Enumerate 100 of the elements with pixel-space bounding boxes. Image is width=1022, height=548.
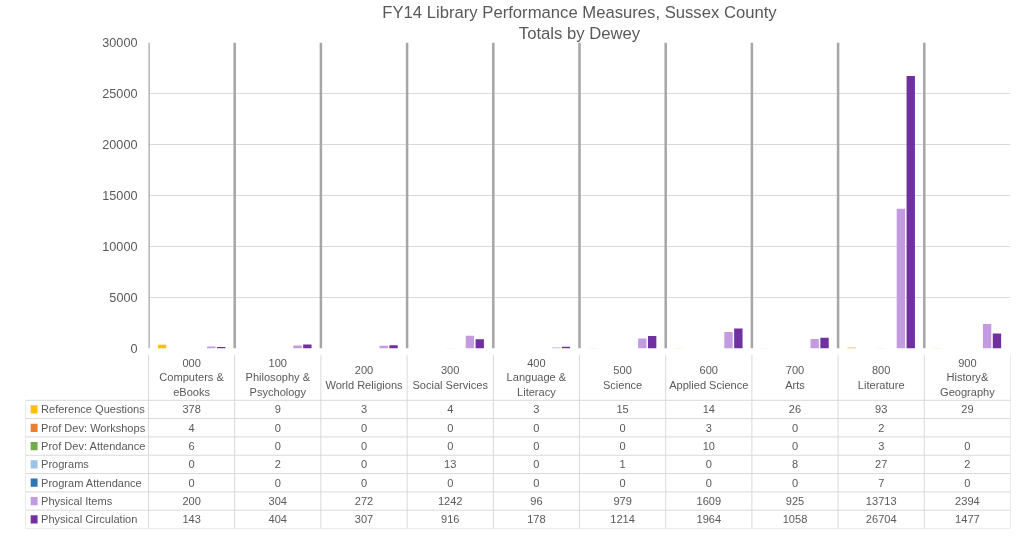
data-label: 1058 (782, 513, 808, 526)
data-label: 0 (447, 440, 454, 453)
bar (724, 332, 733, 349)
data-label: 3 (705, 421, 712, 434)
data-label: 0 (964, 476, 971, 489)
data-label: 14 (702, 403, 715, 416)
bar (982, 324, 992, 349)
data-label: 4 (188, 421, 195, 434)
data-label: 9 (274, 403, 281, 416)
data-label: 0 (360, 421, 368, 434)
data-label: 2 (274, 458, 281, 471)
y-tick-label: 25000 (102, 87, 138, 101)
data-label: 3 (878, 440, 885, 453)
data-label: 0 (533, 421, 540, 434)
data-label: 0 (274, 440, 281, 453)
data-label: 4 (447, 403, 454, 416)
bar (820, 337, 829, 349)
data-label: 13713 (865, 495, 897, 508)
data-label: 1477 (955, 513, 980, 526)
data-label: 1609 (696, 495, 722, 508)
data-label: 0 (360, 476, 368, 489)
legend-label: Physical Circulation (41, 513, 138, 526)
x-tick-label: 100 Philosophy & Psychology (245, 356, 311, 398)
data-label: 2 (878, 421, 885, 434)
data-label: 3 (360, 403, 368, 416)
legend-label: Programs (41, 458, 90, 471)
data-label: 29 (961, 403, 974, 416)
data-label: 0 (188, 476, 195, 489)
y-tick-label: 20000 (102, 138, 138, 152)
x-tick-label: 700 Arts (785, 364, 806, 391)
legend-label: Prof Dev: Workshops (41, 421, 146, 434)
chart-title: FY14 Library Performance Measures, Sussex County (382, 2, 778, 22)
data-label: 1242 (437, 495, 463, 508)
data-label: 0 (360, 458, 368, 471)
data-label: 925 (785, 495, 805, 508)
data-label: 0 (705, 476, 712, 489)
y-tick-label: 5000 (109, 291, 138, 305)
data-label: 1964 (696, 513, 722, 526)
data-label: 0 (619, 476, 626, 489)
data-label: 143 (182, 513, 201, 526)
x-tick-label: 500 Science (602, 364, 643, 391)
data-label: 7 (878, 476, 885, 489)
data-label: 0 (447, 421, 454, 434)
bar (810, 339, 819, 349)
bar (896, 208, 906, 349)
bar (734, 328, 743, 349)
data-label: 0 (447, 476, 454, 489)
x-tick-label: 000 Computers & eBooks (159, 356, 225, 398)
data-label: 0 (619, 440, 626, 453)
data-label: 6 (188, 440, 195, 453)
x-tick-label: 800 Literature (857, 364, 905, 391)
data-label: 27 (875, 458, 888, 471)
data-label: 0 (533, 476, 540, 489)
data-label: 979 (613, 495, 632, 508)
data-label: 0 (791, 440, 799, 453)
bar (465, 335, 475, 349)
data-label: 307 (354, 513, 374, 526)
data-label: 0 (360, 440, 368, 453)
data-label: 1 (619, 458, 626, 471)
y-tick-label: 10000 (102, 240, 138, 254)
data-label: 378 (182, 403, 201, 416)
bar (475, 339, 484, 349)
data-label: 3 (533, 403, 540, 416)
bar (906, 76, 915, 349)
data-label: 916 (440, 513, 460, 526)
data-label: 0 (619, 421, 626, 434)
data-label: 0 (188, 458, 195, 471)
data-label: 0 (791, 476, 799, 489)
legend-label: Program Attendance (41, 476, 142, 489)
data-label: 10 (702, 440, 715, 453)
data-label: 2 (964, 458, 971, 471)
data-label: 304 (268, 495, 288, 508)
data-label: 404 (268, 513, 288, 526)
chart-subtitle: Totals by Dewey (518, 23, 641, 43)
data-label: 93 (875, 403, 888, 416)
data-label: 26704 (865, 513, 897, 526)
bar (647, 336, 657, 349)
data-label: 178 (527, 513, 546, 526)
bar (992, 333, 1002, 349)
data-label: 0 (964, 440, 971, 453)
x-tick-label: 600 Applied Science (669, 364, 749, 391)
bar (389, 345, 398, 349)
data-label: 13 (444, 458, 457, 471)
legend-label: Prof Dev: Attendance (41, 440, 146, 453)
legend-label: Reference Questions (41, 403, 146, 416)
x-tick-label: 400 Language & Literacy (506, 356, 567, 398)
bar (303, 344, 312, 349)
bar (293, 345, 302, 349)
data-label: 0 (274, 421, 281, 434)
data-label: 8 (791, 458, 799, 471)
data-label: 96 (530, 495, 543, 508)
data-label: 1214 (610, 513, 635, 526)
y-tick-label: 30000 (102, 36, 138, 50)
data-label: 200 (182, 495, 201, 508)
data-label: 0 (791, 421, 799, 434)
y-tick-label: 0 (130, 342, 138, 356)
data-label: 0 (533, 440, 540, 453)
data-label: 272 (354, 495, 374, 508)
x-tick-label: 300 Social Services (412, 364, 489, 391)
x-tick-label: 900 History& Geography (940, 356, 996, 398)
